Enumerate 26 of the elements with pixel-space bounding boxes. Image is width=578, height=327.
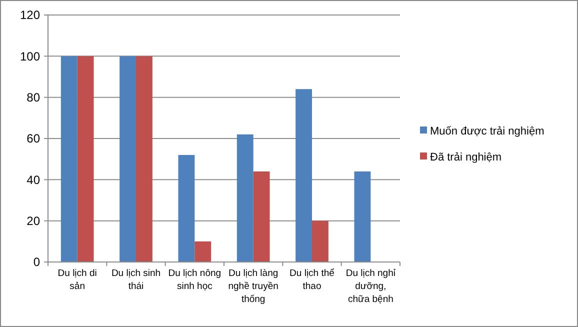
x-tick-label: Du lịch thể thao <box>290 268 334 292</box>
y-tick-label: 60 <box>26 132 40 146</box>
x-tick-label: Du lịch làng nghề truyền thống <box>228 268 278 305</box>
legend-label: Đã trải nghiệm <box>430 151 502 164</box>
bar <box>194 241 212 262</box>
y-tick-label: 100 <box>20 49 40 64</box>
bar <box>77 56 94 262</box>
bar <box>136 56 152 262</box>
legend-label: Muốn được trải nghiệm <box>430 125 544 138</box>
bar <box>178 154 195 262</box>
bar <box>296 89 312 262</box>
x-tick-label: Du lịch nghỉ dưỡng, chữa bệnh <box>346 268 396 305</box>
bar <box>354 171 371 262</box>
bar <box>236 134 254 262</box>
bar <box>60 56 78 262</box>
x-tick-label: Du lịch nông sinh học <box>168 268 222 292</box>
x-tick-label: Du lịch sinh thái <box>111 268 161 292</box>
y-tick-label: 120 <box>20 8 40 22</box>
x-tick-label: Du lịch di sản <box>58 268 97 292</box>
y-tick-label: 0 <box>33 255 40 270</box>
bar <box>253 171 270 262</box>
bar <box>120 56 136 262</box>
y-tick-label: 20 <box>26 214 40 228</box>
y-tick-label: 40 <box>26 172 40 187</box>
bar <box>312 220 328 262</box>
y-tick-label: 80 <box>26 90 40 105</box>
